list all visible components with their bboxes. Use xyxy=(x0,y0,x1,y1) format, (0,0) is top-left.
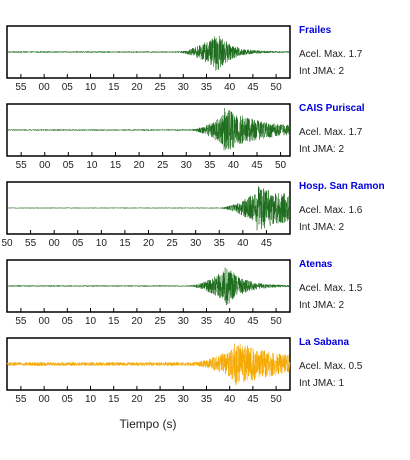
panel-2: 55 00 05 10 15 20 25 30 35 40 45 50 CAIS Puriscal Ace… xyxy=(6,103,365,171)
station-title: Hosp. San Ramon xyxy=(299,181,385,192)
x-tick-label: 45 xyxy=(247,82,259,93)
x-tick-label: 20 xyxy=(131,316,143,327)
x-tick-label: 10 xyxy=(85,82,97,93)
x-tick-label: 25 xyxy=(155,316,167,327)
x-tick-label: 20 xyxy=(143,238,155,249)
x-tick-label: 30 xyxy=(178,316,190,327)
x-axis-label: Tiempo (s) xyxy=(120,417,177,431)
x-tick-label: 50 xyxy=(1,238,13,249)
station-title: CAIS Puriscal xyxy=(299,103,365,114)
x-tick-label: 45 xyxy=(251,160,263,171)
x-tick-label: 25 xyxy=(167,238,179,249)
panel-3: 50 55 00 05 10 15 20 25 30 35 40 45 Hosp. San Ramon A… xyxy=(1,181,384,249)
panels-group: 55 00 05 10 15 20 25 30 35 40 45 50 Frailes Acel. Max… xyxy=(1,25,384,405)
x-tick-label: 00 xyxy=(49,238,61,249)
waveform-series xyxy=(6,186,291,231)
x-tick-label: 10 xyxy=(96,238,108,249)
x-tick-label: 05 xyxy=(63,160,75,171)
acel-max-label: Acel. Max. 1.7 xyxy=(299,49,363,60)
station-title: Frailes xyxy=(299,25,332,36)
x-tick-label: 35 xyxy=(214,238,226,249)
waveform-series xyxy=(6,343,291,386)
x-tick-label: 10 xyxy=(86,160,98,171)
acel-max-label: Acel. Max. 1.6 xyxy=(299,205,363,216)
x-tick-label: 50 xyxy=(271,82,283,93)
int-jma-label: Int JMA: 2 xyxy=(299,144,344,155)
x-tick-label: 00 xyxy=(39,82,51,93)
x-tick-label: 40 xyxy=(237,238,249,249)
waveform-series xyxy=(6,267,291,306)
x-tick-label: 35 xyxy=(201,394,213,405)
x-tick-label: 30 xyxy=(178,394,190,405)
x-tick-label: 30 xyxy=(190,238,202,249)
station-title: La Sabana xyxy=(299,337,349,348)
x-tick-label: 35 xyxy=(201,82,213,93)
panel-4: 55 00 05 10 15 20 25 30 35 40 45 50 Atenas Acel. Max.… xyxy=(6,259,363,327)
x-tick-label: 25 xyxy=(155,82,167,93)
x-tick-label: 15 xyxy=(108,316,120,327)
x-tick-label: 40 xyxy=(224,316,236,327)
acel-max-label: Acel. Max. 1.5 xyxy=(299,283,363,294)
station-title: Atenas xyxy=(299,259,333,270)
x-tick-label: 55 xyxy=(25,238,37,249)
int-jma-label: Int JMA: 2 xyxy=(299,66,344,77)
x-tick-label: 05 xyxy=(62,316,74,327)
x-tick-label: 20 xyxy=(134,160,146,171)
x-tick-label: 25 xyxy=(157,160,169,171)
waveform-series xyxy=(6,108,291,151)
x-tick-label: 40 xyxy=(224,82,236,93)
x-tick-label: 50 xyxy=(271,394,283,405)
x-tick-label: 00 xyxy=(39,394,51,405)
x-tick-label: 10 xyxy=(85,316,97,327)
x-tick-label: 15 xyxy=(108,82,120,93)
x-tick-label: 00 xyxy=(39,316,51,327)
x-tick-label: 05 xyxy=(72,238,84,249)
acel-max-label: Acel. Max. 0.5 xyxy=(299,361,363,372)
x-tick-label: 55 xyxy=(15,316,27,327)
x-tick-label: 55 xyxy=(15,82,27,93)
acel-max-label: Acel. Max. 1.7 xyxy=(299,127,363,138)
x-tick-label: 55 xyxy=(16,160,28,171)
x-tick-label: 00 xyxy=(39,160,51,171)
waveform-series xyxy=(6,35,291,71)
x-tick-label: 50 xyxy=(271,316,283,327)
panel-5: 55 00 05 10 15 20 25 30 35 40 45 50 La Sabana Acel. M… xyxy=(6,337,363,405)
x-tick-label: 45 xyxy=(247,394,259,405)
x-tick-label: 20 xyxy=(131,394,143,405)
x-tick-label: 05 xyxy=(62,82,74,93)
x-tick-label: 30 xyxy=(178,82,190,93)
x-tick-label: 45 xyxy=(247,316,259,327)
x-tick-label: 30 xyxy=(181,160,193,171)
x-tick-label: 35 xyxy=(204,160,216,171)
x-tick-label: 45 xyxy=(261,238,273,249)
x-tick-label: 55 xyxy=(15,394,27,405)
x-tick-label: 15 xyxy=(108,394,120,405)
x-tick-label: 40 xyxy=(228,160,240,171)
panel-1: 55 00 05 10 15 20 25 30 35 40 45 50 Frailes Acel. Max… xyxy=(6,25,363,93)
x-tick-label: 20 xyxy=(131,82,143,93)
x-tick-label: 35 xyxy=(201,316,213,327)
int-jma-label: Int JMA: 2 xyxy=(299,300,344,311)
x-tick-label: 10 xyxy=(85,394,97,405)
x-tick-label: 15 xyxy=(110,160,122,171)
int-jma-label: Int JMA: 1 xyxy=(299,378,344,389)
x-tick-label: 40 xyxy=(224,394,236,405)
x-tick-label: 15 xyxy=(119,238,131,249)
x-tick-label: 05 xyxy=(62,394,74,405)
x-tick-label: 25 xyxy=(155,394,167,405)
x-tick-label: 50 xyxy=(275,160,287,171)
int-jma-label: Int JMA: 2 xyxy=(299,222,344,233)
